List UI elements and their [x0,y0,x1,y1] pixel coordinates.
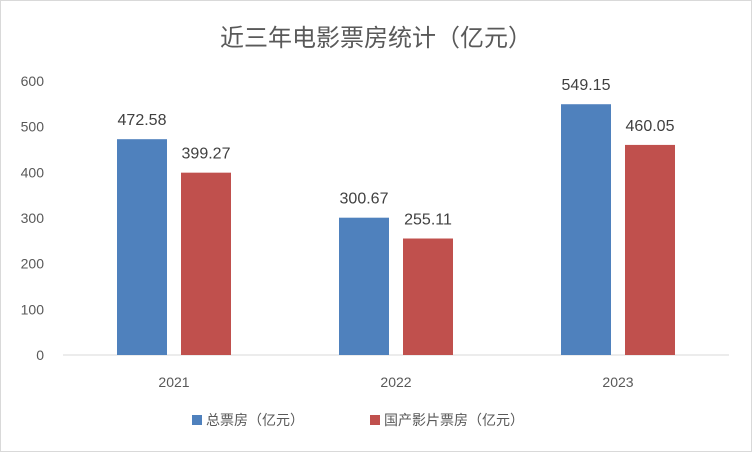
data-label-group: 472.58 399.27 300.67 255.11 549.15 460.05 [118,77,675,228]
y-tick-label: 200 [21,256,45,272]
bar-total-2023 [561,104,611,355]
data-label: 300.67 [340,191,389,208]
data-label: 399.27 [182,146,231,163]
y-tick-label: 500 [21,119,45,135]
x-tick-label: 2021 [158,374,189,390]
y-tick-label: 600 [21,73,45,89]
y-tick-label: 300 [21,210,45,226]
legend-swatch [192,415,202,425]
y-tick-label: 0 [36,347,44,363]
bar-total-2022 [339,217,389,355]
legend-swatch [370,415,380,425]
y-tick-label: 400 [21,164,45,180]
legend-label: 国产影片票房（亿元） [384,413,524,429]
bar-group [117,104,675,355]
data-label: 549.15 [562,77,611,94]
y-tick-label: 100 [21,301,45,317]
bar-domestic-2022 [403,238,453,355]
legend-label: 总票房（亿元） [206,413,304,429]
bar-domestic-2023 [625,144,675,355]
data-label: 255.11 [404,211,452,228]
data-label: 472.58 [118,112,167,129]
data-label: 460.05 [626,118,675,135]
x-axis-ticks: 2021 2022 2023 [158,374,633,390]
bar-domestic-2021 [181,172,231,355]
bar-total-2021 [117,139,167,355]
y-axis-ticks: 0 100 200 300 400 500 600 [21,73,45,363]
x-tick-label: 2022 [380,374,411,390]
legend: 总票房（亿元） 国产影片票房（亿元） [192,413,524,429]
x-tick-label: 2023 [602,374,633,390]
chart-title: 近三年电影票房统计（亿元） [220,24,532,52]
